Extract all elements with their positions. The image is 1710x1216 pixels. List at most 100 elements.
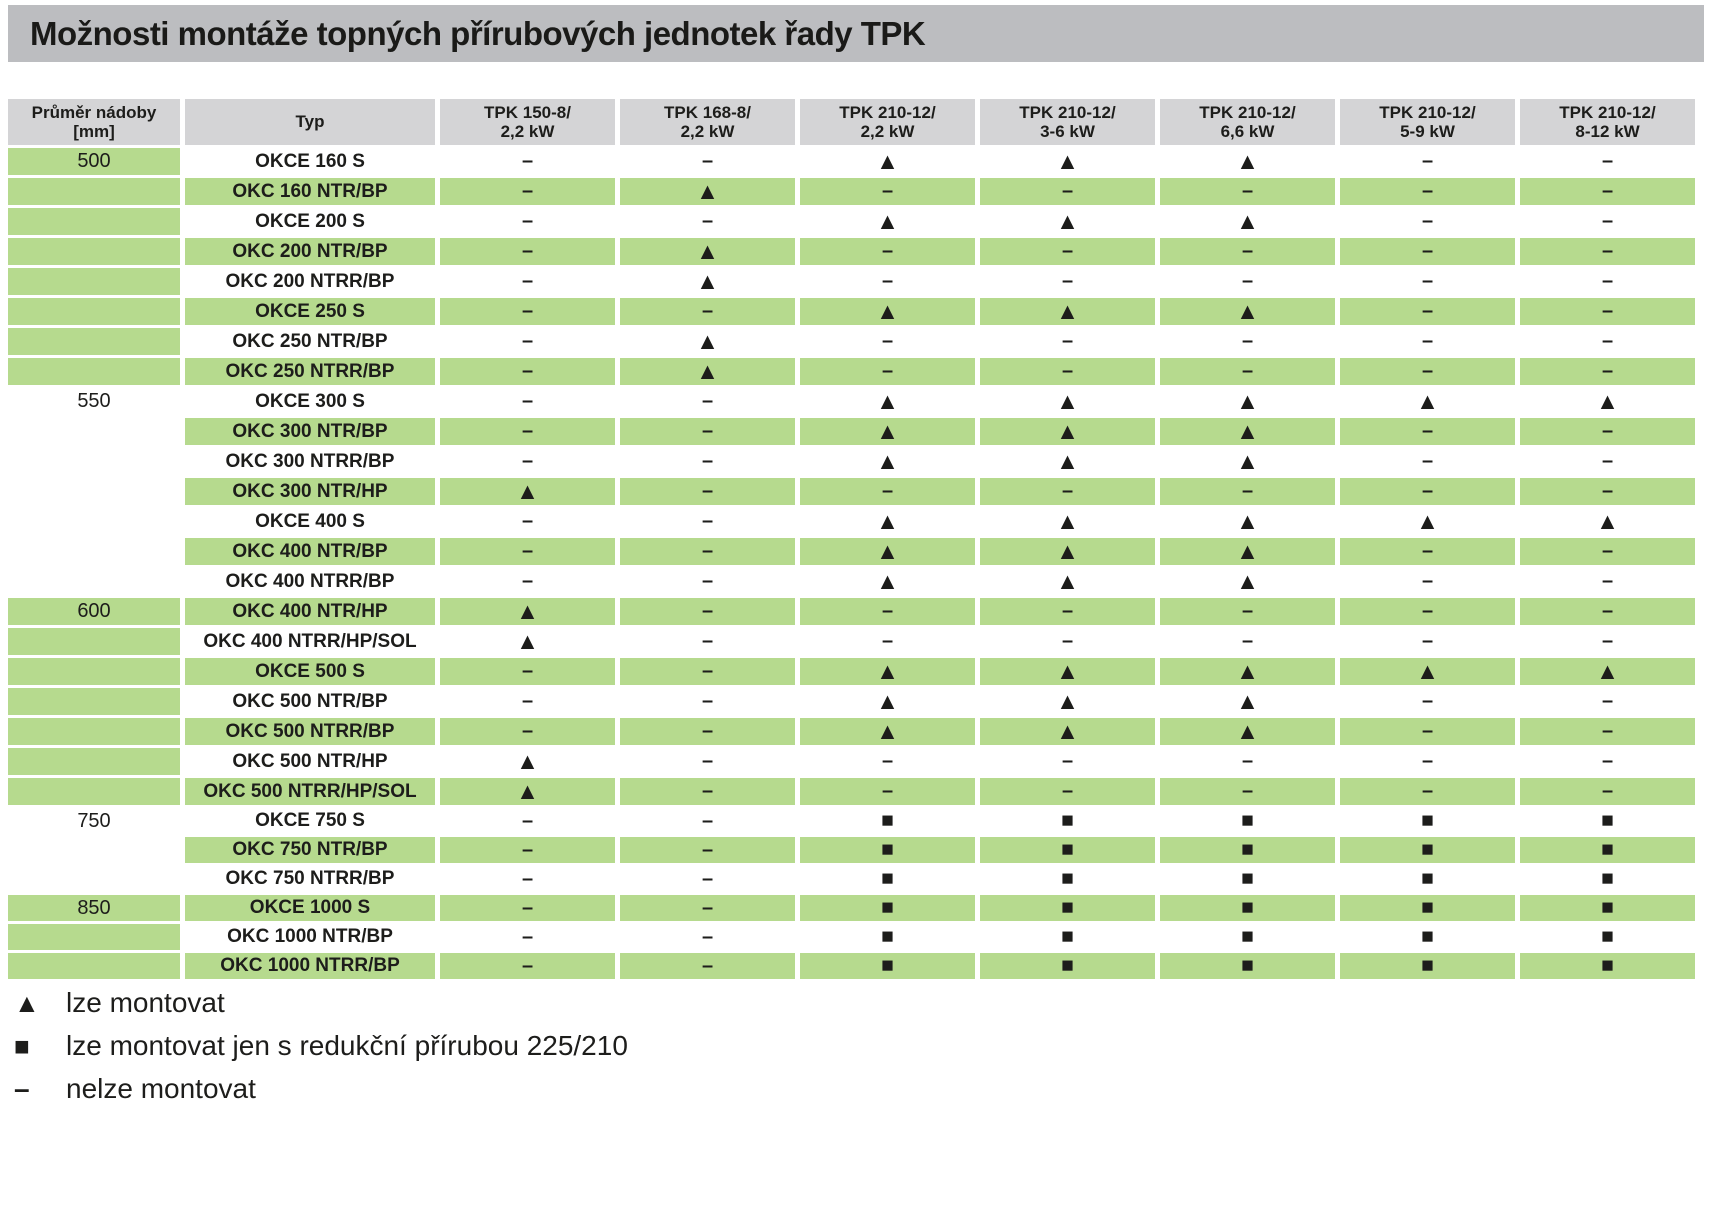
column-header-tpk-4: TPK 210-12/6,6 kW <box>1160 99 1335 145</box>
mounting-options-table: Průměr nádoby [mm] Typ TPK 150-8/2,2 kW T… <box>3 96 1700 982</box>
column-header-tpk-1: TPK 168-8/2,2 kW <box>620 99 795 145</box>
triangle-cell: ▲ <box>980 718 1155 745</box>
type-cell: OKC 400 NTRR/HP/SOL <box>185 628 435 655</box>
dash-cell: – <box>440 238 615 265</box>
dash-cell: – <box>1340 598 1515 625</box>
dash-cell: – <box>440 358 615 385</box>
table-row: OKC 1000 NTR/BP – – ■ ■ ■ ■ ■ <box>8 924 1695 950</box>
dash-cell: – <box>440 866 615 892</box>
dash-cell: – <box>440 298 615 325</box>
triangle-cell: ▲ <box>620 358 795 385</box>
dash-cell: – <box>800 478 975 505</box>
dash-cell: – <box>440 418 615 445</box>
square-cell: ■ <box>1340 837 1515 863</box>
type-cell: OKC 750 NTR/BP <box>185 837 435 863</box>
dash-cell: – <box>1340 718 1515 745</box>
table-row: 600 OKC 400 NTR/HP ▲ – – – – – – <box>8 598 1695 625</box>
diameter-cell <box>8 478 180 505</box>
square-cell: ■ <box>1340 808 1515 834</box>
diameter-cell <box>8 538 180 565</box>
dash-cell: – <box>980 328 1155 355</box>
diameter-cell <box>8 837 180 863</box>
dash-cell: – <box>1520 358 1695 385</box>
type-cell: OKC 1000 NTR/BP <box>185 924 435 950</box>
triangle-cell: ▲ <box>980 448 1155 475</box>
type-cell: OKC 400 NTRR/BP <box>185 568 435 595</box>
column-header-tpk-2: TPK 210-12/2,2 kW <box>800 99 975 145</box>
dash-cell: – <box>1160 778 1335 805</box>
dash-cell: – <box>440 895 615 921</box>
diameter-cell <box>8 358 180 385</box>
triangle-cell: ▲ <box>1520 388 1695 415</box>
page-title: Možnosti montáže topných přírubových jed… <box>30 14 926 52</box>
diameter-cell <box>8 568 180 595</box>
dash-cell: – <box>1520 268 1695 295</box>
dash-cell: – <box>620 866 795 892</box>
triangle-cell: ▲ <box>800 148 975 175</box>
table-row: OKC 500 NTRR/HP/SOL ▲ – – – – – – <box>8 778 1695 805</box>
dash-cell: – <box>1340 418 1515 445</box>
dash-cell: – <box>620 568 795 595</box>
type-cell: OKCE 250 S <box>185 298 435 325</box>
column-header-diameter-line2: [mm] <box>73 122 115 141</box>
dash-cell: – <box>1520 688 1695 715</box>
square-cell: ■ <box>980 895 1155 921</box>
dash-cell: – <box>620 688 795 715</box>
type-cell: OKC 500 NTR/HP <box>185 748 435 775</box>
diameter-cell <box>8 418 180 445</box>
dash-cell: – <box>620 748 795 775</box>
column-header-tpk-6: TPK 210-12/8-12 kW <box>1520 99 1695 145</box>
dash-cell: – <box>1340 358 1515 385</box>
square-cell: ■ <box>980 837 1155 863</box>
legend-item-cannot-mount: – nelze montovat <box>14 1072 628 1106</box>
diameter-cell <box>8 688 180 715</box>
dash-cell: – <box>620 628 795 655</box>
diameter-cell <box>8 628 180 655</box>
diameter-cell: 550 <box>8 388 180 415</box>
triangle-cell: ▲ <box>1160 658 1335 685</box>
triangle-cell: ▲ <box>800 508 975 535</box>
dash-cell: – <box>440 268 615 295</box>
type-cell: OKC 250 NTRR/BP <box>185 358 435 385</box>
dash-cell: – <box>440 148 615 175</box>
square-cell: ■ <box>980 953 1155 979</box>
type-cell: OKCE 750 S <box>185 808 435 834</box>
dash-cell: – <box>440 538 615 565</box>
dash-cell: – <box>440 658 615 685</box>
type-cell: OKC 400 NTR/HP <box>185 598 435 625</box>
type-cell: OKCE 400 S <box>185 508 435 535</box>
triangle-cell: ▲ <box>620 268 795 295</box>
table-row: OKCE 250 S – – ▲ ▲ ▲ – – <box>8 298 1695 325</box>
type-cell: OKC 750 NTRR/BP <box>185 866 435 892</box>
triangle-cell: ▲ <box>1160 568 1335 595</box>
dash-cell: – <box>800 358 975 385</box>
dash-cell: – <box>1520 328 1695 355</box>
column-header-tpk-0: TPK 150-8/2,2 kW <box>440 99 615 145</box>
triangle-cell: ▲ <box>980 658 1155 685</box>
dash-cell: – <box>620 808 795 834</box>
triangle-cell: ▲ <box>1340 508 1515 535</box>
column-header-type: Typ <box>185 99 435 145</box>
diameter-cell: 500 <box>8 148 180 175</box>
triangle-cell: ▲ <box>800 208 975 235</box>
triangle-cell: ▲ <box>800 418 975 445</box>
square-cell: ■ <box>800 924 975 950</box>
type-cell: OKC 500 NTRR/BP <box>185 718 435 745</box>
dash-cell: – <box>620 418 795 445</box>
dash-cell: – <box>800 598 975 625</box>
table-row: OKC 300 NTRR/BP – – ▲ ▲ ▲ – – <box>8 448 1695 475</box>
triangle-cell: ▲ <box>1520 508 1695 535</box>
dash-cell: – <box>980 778 1155 805</box>
dash-cell: – <box>1520 238 1695 265</box>
square-cell: ■ <box>1160 837 1335 863</box>
triangle-cell: ▲ <box>800 448 975 475</box>
table-row: OKC 500 NTRR/BP – – ▲ ▲ ▲ – – <box>8 718 1695 745</box>
header-row: Průměr nádoby [mm] Typ TPK 150-8/2,2 kW T… <box>8 99 1695 145</box>
square-cell: ■ <box>800 866 975 892</box>
dash-cell: – <box>1160 178 1335 205</box>
triangle-cell: ▲ <box>800 658 975 685</box>
table-row: OKC 1000 NTRR/BP – – ■ ■ ■ ■ ■ <box>8 953 1695 979</box>
dash-cell: – <box>980 628 1155 655</box>
triangle-cell: ▲ <box>980 418 1155 445</box>
diameter-cell <box>8 718 180 745</box>
